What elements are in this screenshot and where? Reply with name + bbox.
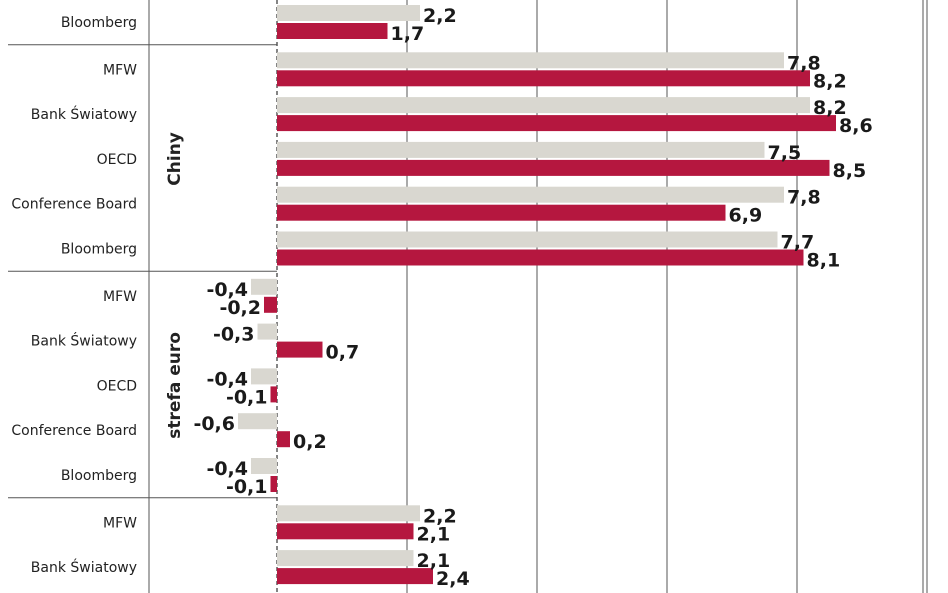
- source-label: Bank Światowy: [31, 558, 137, 576]
- value-label-dark: -0,1: [226, 386, 268, 408]
- group-separators: [8, 0, 277, 593]
- value-label-light: 7,8: [787, 187, 821, 209]
- bar-light: [277, 5, 420, 21]
- group-label: Chiny: [165, 132, 185, 186]
- bar-light: [251, 458, 277, 474]
- value-label-dark: 8,5: [833, 160, 867, 182]
- value-label-dark: 2,1: [417, 523, 451, 545]
- bar-light: [277, 97, 810, 114]
- bar-dark: [277, 431, 290, 448]
- bar-dark: [264, 296, 277, 313]
- value-label-dark: -0,1: [226, 476, 268, 498]
- bar-light: [277, 186, 784, 203]
- value-label-light: 7,5: [768, 142, 802, 164]
- value-label-light: -0,4: [206, 458, 248, 480]
- bar-light: [277, 550, 414, 567]
- source-label: OECD: [97, 152, 137, 168]
- bar-light: [277, 231, 778, 248]
- source-label: OECD: [97, 378, 137, 394]
- value-label-dark: 6,9: [729, 205, 763, 227]
- bar-light: [277, 505, 420, 522]
- value-label-light: 2,2: [423, 505, 457, 527]
- source-label: MFW: [103, 62, 137, 78]
- grid-lines: [276, 0, 928, 593]
- bar-dark: [270, 476, 277, 492]
- value-label-dark: 8,1: [807, 250, 841, 272]
- value-label-dark: 8,2: [813, 70, 847, 92]
- bar-dark: [277, 70, 810, 87]
- bar-dark: [277, 341, 323, 358]
- bar-dark: [277, 23, 388, 39]
- value-label-dark: 2,4: [436, 568, 470, 590]
- value-label-light: 7,7: [781, 232, 815, 254]
- bar-dark: [277, 204, 726, 221]
- bar-light: [251, 278, 277, 295]
- value-label-light: 8,2: [813, 97, 847, 119]
- group-label: strefa euro: [165, 332, 185, 439]
- source-label: Bloomberg: [61, 468, 137, 484]
- value-label-light: -0,4: [206, 368, 248, 390]
- value-label-light: 2,2: [423, 5, 457, 27]
- bar-dark: [277, 249, 804, 266]
- value-label-light: 7,8: [787, 52, 821, 74]
- source-label: Conference Board: [11, 197, 137, 213]
- bar-light: [251, 368, 277, 385]
- bar-light: [277, 52, 784, 69]
- bar-light: [277, 141, 765, 158]
- value-label-dark: 0,7: [326, 342, 360, 364]
- value-label-dark: 8,6: [839, 115, 873, 137]
- source-label: Bank Światowy: [31, 332, 137, 350]
- bar-dark: [277, 115, 836, 132]
- source-label: Bloomberg: [61, 15, 137, 31]
- source-label: MFW: [103, 289, 137, 305]
- source-label: Bloomberg: [61, 242, 137, 258]
- value-label-light: -0,6: [193, 413, 235, 435]
- source-label: Bank Światowy: [31, 105, 137, 123]
- bar-dark: [277, 568, 433, 585]
- bar-light: [257, 323, 277, 340]
- value-label-dark: -0,2: [219, 297, 261, 319]
- bar-dark: [277, 523, 414, 540]
- source-label: Conference Board: [11, 423, 137, 439]
- bars: [238, 5, 836, 585]
- bar-light: [238, 413, 277, 430]
- value-label-dark: 1,7: [391, 23, 425, 45]
- value-label-light: 2,1: [417, 550, 451, 572]
- source-label: MFW: [103, 515, 137, 531]
- value-label-dark: 0,2: [293, 431, 327, 453]
- value-label-light: -0,4: [206, 279, 248, 301]
- bar-dark: [277, 159, 830, 176]
- bar-dark: [270, 386, 277, 403]
- value-label-light: -0,3: [213, 324, 255, 346]
